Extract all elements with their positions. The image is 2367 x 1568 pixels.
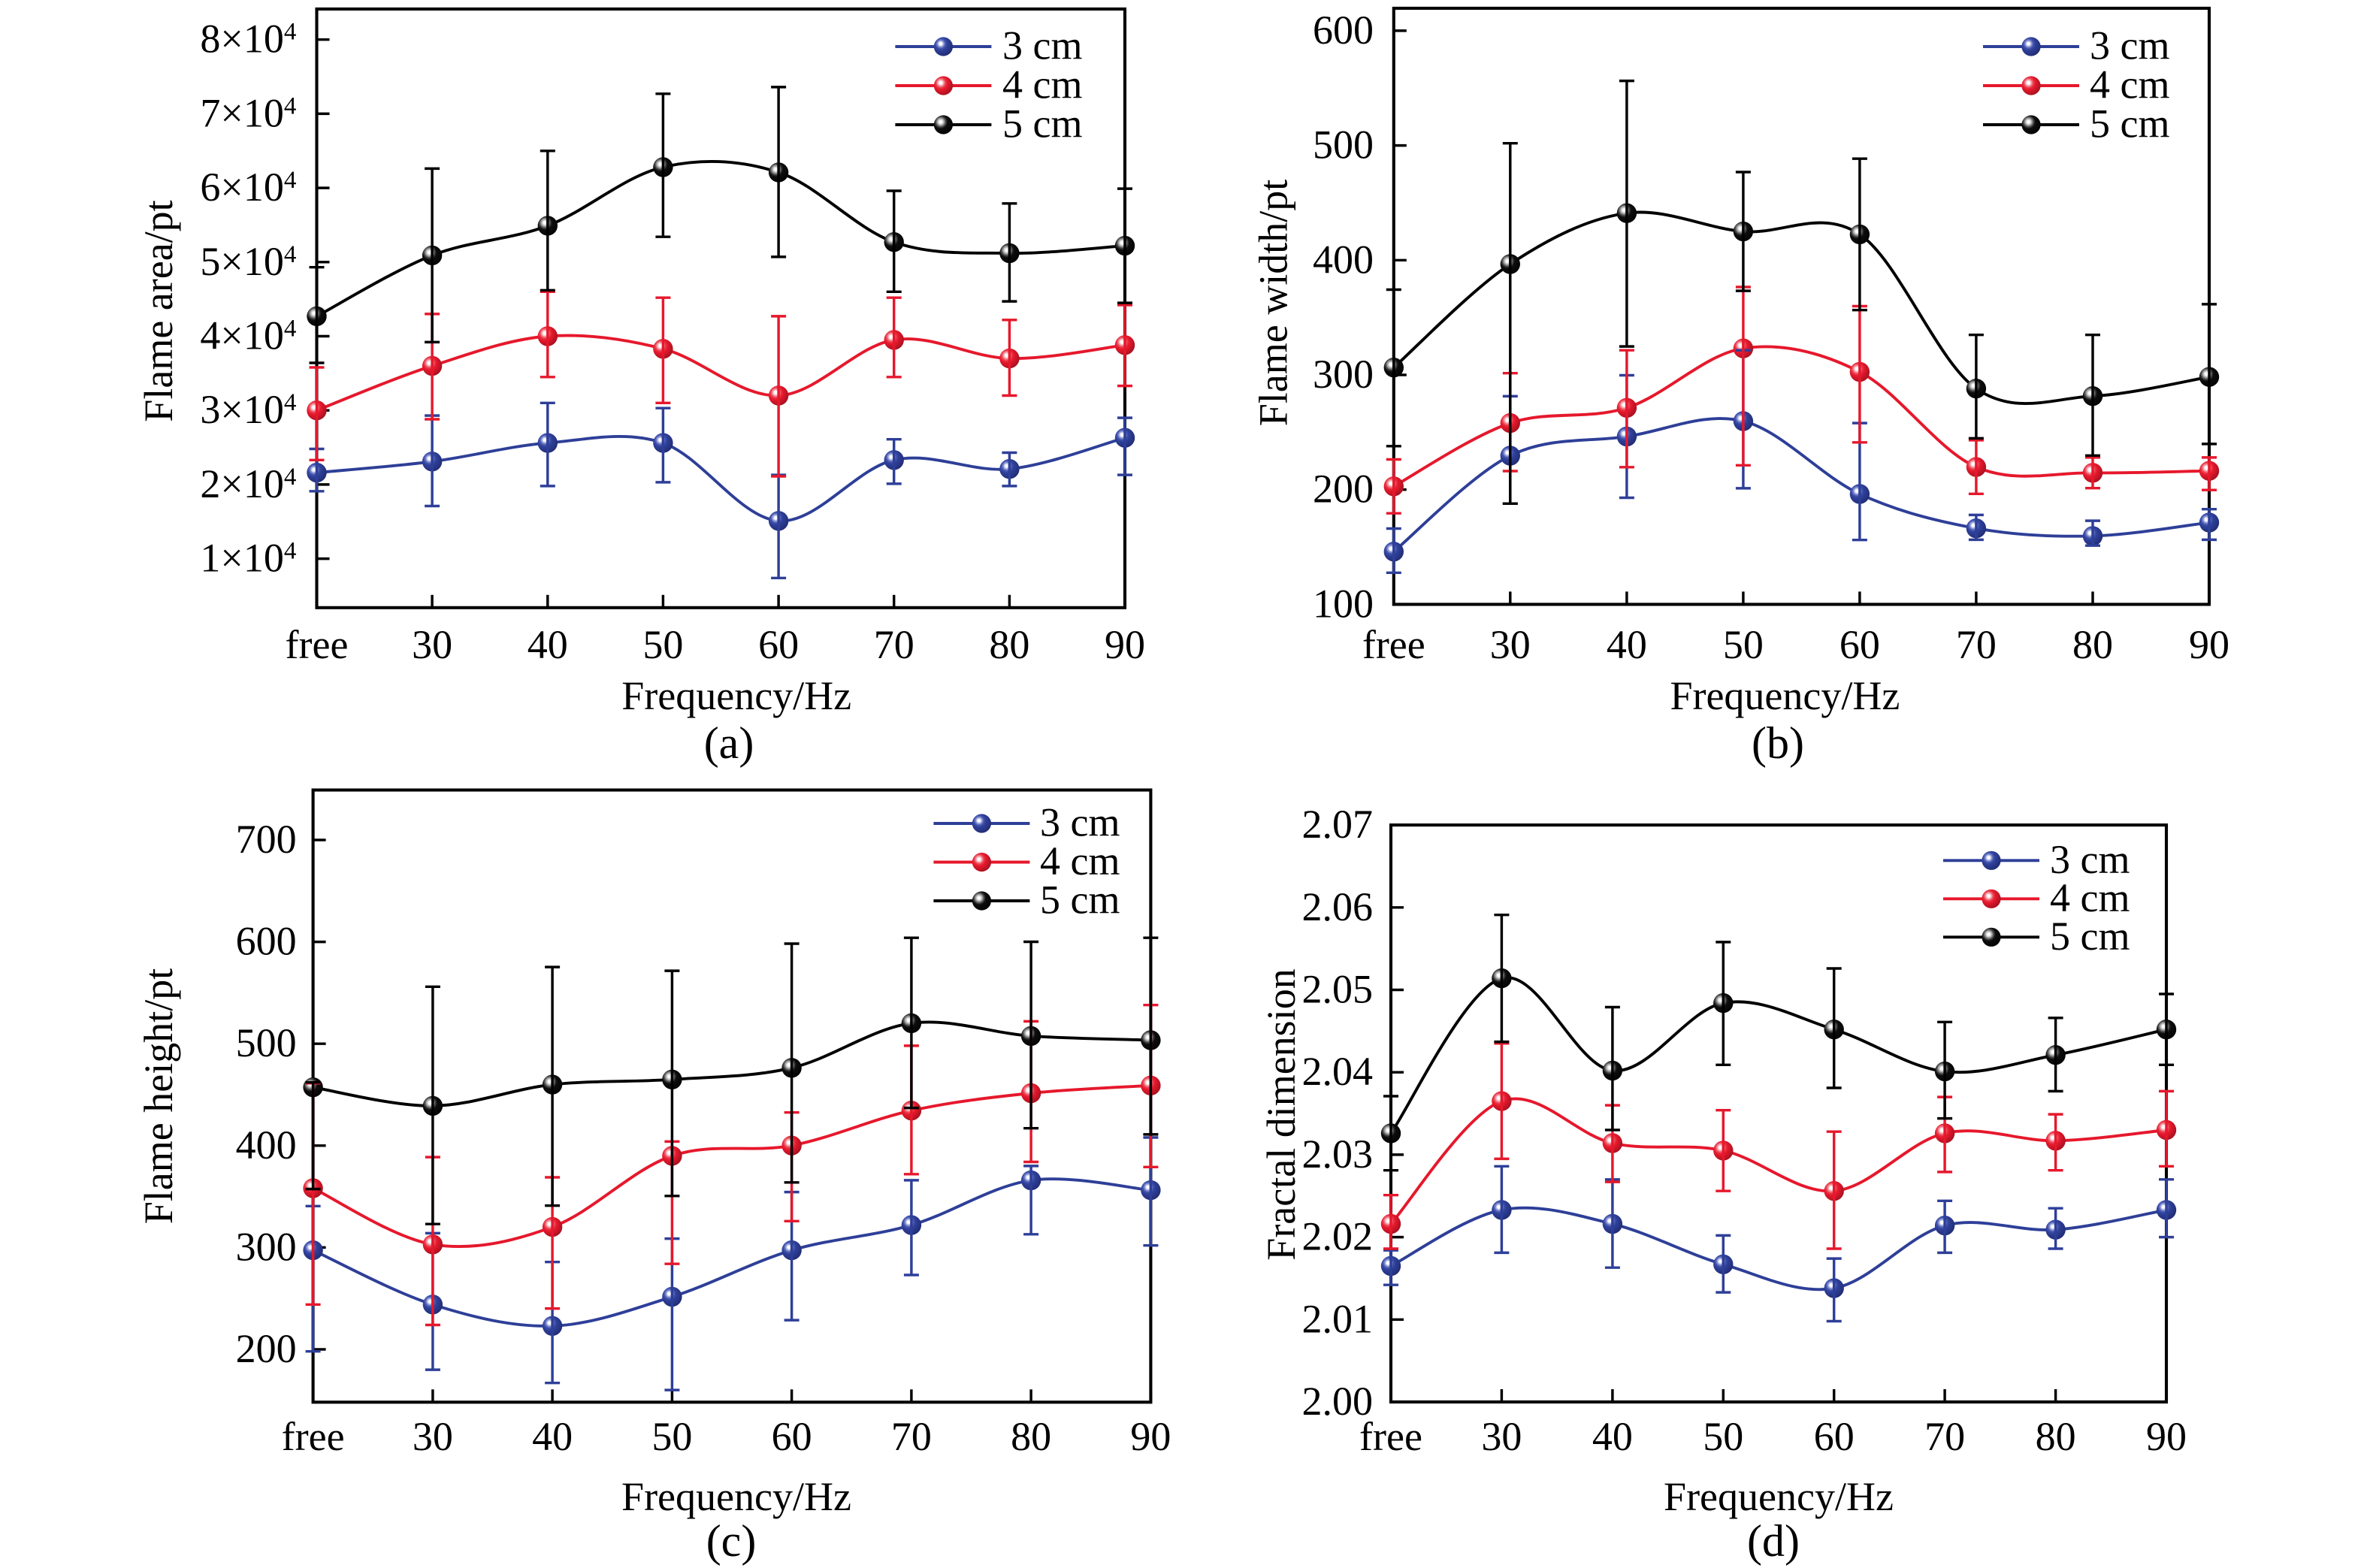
- svg-text:500: 500: [236, 1020, 297, 1065]
- svg-text:70: 70: [1956, 622, 1997, 667]
- svg-text:Frequency/Hz: Frequency/Hz: [1664, 1474, 1894, 1519]
- svg-text:50: 50: [1703, 1414, 1743, 1459]
- svg-text:1×104: 1×104: [200, 536, 296, 581]
- svg-text:90: 90: [1105, 622, 1145, 667]
- svg-text:4 cm: 4 cm: [2050, 875, 2130, 920]
- svg-text:400: 400: [1313, 237, 1374, 282]
- svg-text:40: 40: [1607, 622, 1647, 667]
- svg-text:40: 40: [1592, 1414, 1633, 1459]
- svg-text:Flame width/pt: Flame width/pt: [1251, 180, 1296, 426]
- svg-text:80: 80: [1011, 1414, 1051, 1459]
- svg-text:2.04: 2.04: [1302, 1049, 1374, 1094]
- svg-text:5 cm: 5 cm: [2050, 914, 2130, 959]
- svg-text:Flame height/pt: Flame height/pt: [136, 968, 181, 1224]
- svg-text:400: 400: [236, 1122, 297, 1168]
- svg-text:3 cm: 3 cm: [1040, 800, 1120, 845]
- svg-text:5×104: 5×104: [200, 239, 296, 284]
- svg-text:90: 90: [1130, 1414, 1171, 1459]
- svg-text:(d): (d): [1747, 1516, 1800, 1566]
- svg-text:Frequency/Hz: Frequency/Hz: [621, 1474, 851, 1519]
- svg-text:(b): (b): [1752, 718, 1804, 768]
- svg-text:2.03: 2.03: [1302, 1131, 1374, 1177]
- svg-text:500: 500: [1313, 122, 1374, 168]
- svg-text:free: free: [286, 622, 349, 667]
- svg-text:free: free: [282, 1414, 345, 1459]
- svg-text:70: 70: [891, 1414, 932, 1459]
- svg-text:30: 30: [412, 622, 452, 667]
- svg-text:90: 90: [2146, 1414, 2187, 1459]
- svg-text:80: 80: [989, 622, 1029, 667]
- svg-text:5 cm: 5 cm: [1002, 101, 1082, 147]
- svg-text:5 cm: 5 cm: [2090, 101, 2169, 147]
- svg-text:3 cm: 3 cm: [2090, 23, 2169, 68]
- svg-text:200: 200: [1313, 467, 1374, 512]
- svg-text:80: 80: [2072, 622, 2113, 667]
- svg-text:2.07: 2.07: [1302, 802, 1374, 847]
- svg-text:30: 30: [413, 1414, 453, 1459]
- svg-text:2.00: 2.00: [1302, 1379, 1374, 1424]
- svg-text:70: 70: [1924, 1414, 1965, 1459]
- svg-text:Flame area/pt: Flame area/pt: [136, 200, 181, 421]
- svg-text:200: 200: [236, 1326, 297, 1371]
- svg-text:50: 50: [651, 1414, 692, 1459]
- svg-text:2.02: 2.02: [1302, 1214, 1374, 1259]
- svg-text:90: 90: [2189, 622, 2229, 667]
- svg-text:3 cm: 3 cm: [1002, 23, 1082, 68]
- svg-text:7×104: 7×104: [200, 90, 296, 135]
- svg-text:3×104: 3×104: [200, 387, 296, 432]
- svg-text:600: 600: [1313, 8, 1374, 53]
- svg-text:Fractal dimension: Fractal dimension: [1259, 968, 1304, 1260]
- svg-text:300: 300: [1313, 352, 1374, 397]
- svg-text:60: 60: [1839, 622, 1880, 667]
- svg-text:Frequency/Hz: Frequency/Hz: [621, 673, 851, 718]
- svg-text:free: free: [1359, 1414, 1422, 1459]
- svg-text:(c): (c): [706, 1516, 757, 1566]
- svg-text:40: 40: [528, 622, 568, 667]
- svg-text:3 cm: 3 cm: [2050, 837, 2130, 882]
- svg-text:50: 50: [642, 622, 683, 667]
- svg-text:2.05: 2.05: [1302, 967, 1374, 1012]
- svg-text:2.06: 2.06: [1302, 884, 1374, 929]
- svg-text:300: 300: [236, 1224, 297, 1269]
- svg-text:4×104: 4×104: [200, 313, 296, 358]
- svg-text:50: 50: [1723, 622, 1764, 667]
- svg-text:80: 80: [2036, 1414, 2076, 1459]
- svg-text:8×104: 8×104: [200, 17, 296, 62]
- svg-text:60: 60: [758, 622, 799, 667]
- svg-text:40: 40: [532, 1414, 573, 1459]
- svg-text:60: 60: [772, 1414, 812, 1459]
- svg-text:600: 600: [236, 919, 297, 964]
- svg-text:free: free: [1362, 622, 1425, 667]
- svg-text:(a): (a): [704, 718, 754, 768]
- svg-text:2.01: 2.01: [1302, 1296, 1374, 1341]
- svg-text:5 cm: 5 cm: [1040, 878, 1120, 923]
- svg-text:4 cm: 4 cm: [1040, 838, 1120, 884]
- svg-text:6×104: 6×104: [200, 165, 296, 210]
- svg-text:100: 100: [1313, 581, 1374, 626]
- svg-text:4 cm: 4 cm: [2090, 62, 2169, 107]
- svg-text:Frequency/Hz: Frequency/Hz: [1670, 673, 1900, 718]
- svg-text:30: 30: [1481, 1414, 1522, 1459]
- svg-text:700: 700: [236, 817, 297, 862]
- svg-text:60: 60: [1814, 1414, 1855, 1459]
- svg-text:4 cm: 4 cm: [1002, 62, 1082, 107]
- svg-text:30: 30: [1490, 622, 1531, 667]
- svg-text:2×104: 2×104: [200, 461, 296, 506]
- svg-text:70: 70: [874, 622, 914, 667]
